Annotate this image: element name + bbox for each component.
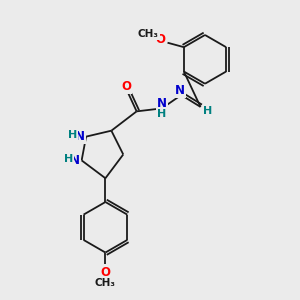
Text: H: H: [64, 154, 73, 164]
Text: N: N: [175, 84, 185, 97]
Text: O: O: [121, 80, 131, 93]
Text: H: H: [157, 109, 167, 119]
Text: O: O: [100, 266, 110, 279]
Text: N: N: [75, 130, 85, 143]
Text: N: N: [157, 97, 167, 110]
Text: CH₃: CH₃: [138, 29, 159, 39]
Text: H: H: [68, 130, 77, 140]
Text: CH₃: CH₃: [95, 278, 116, 288]
Text: N: N: [70, 154, 80, 167]
Text: H: H: [203, 106, 213, 116]
Text: O: O: [155, 33, 165, 46]
